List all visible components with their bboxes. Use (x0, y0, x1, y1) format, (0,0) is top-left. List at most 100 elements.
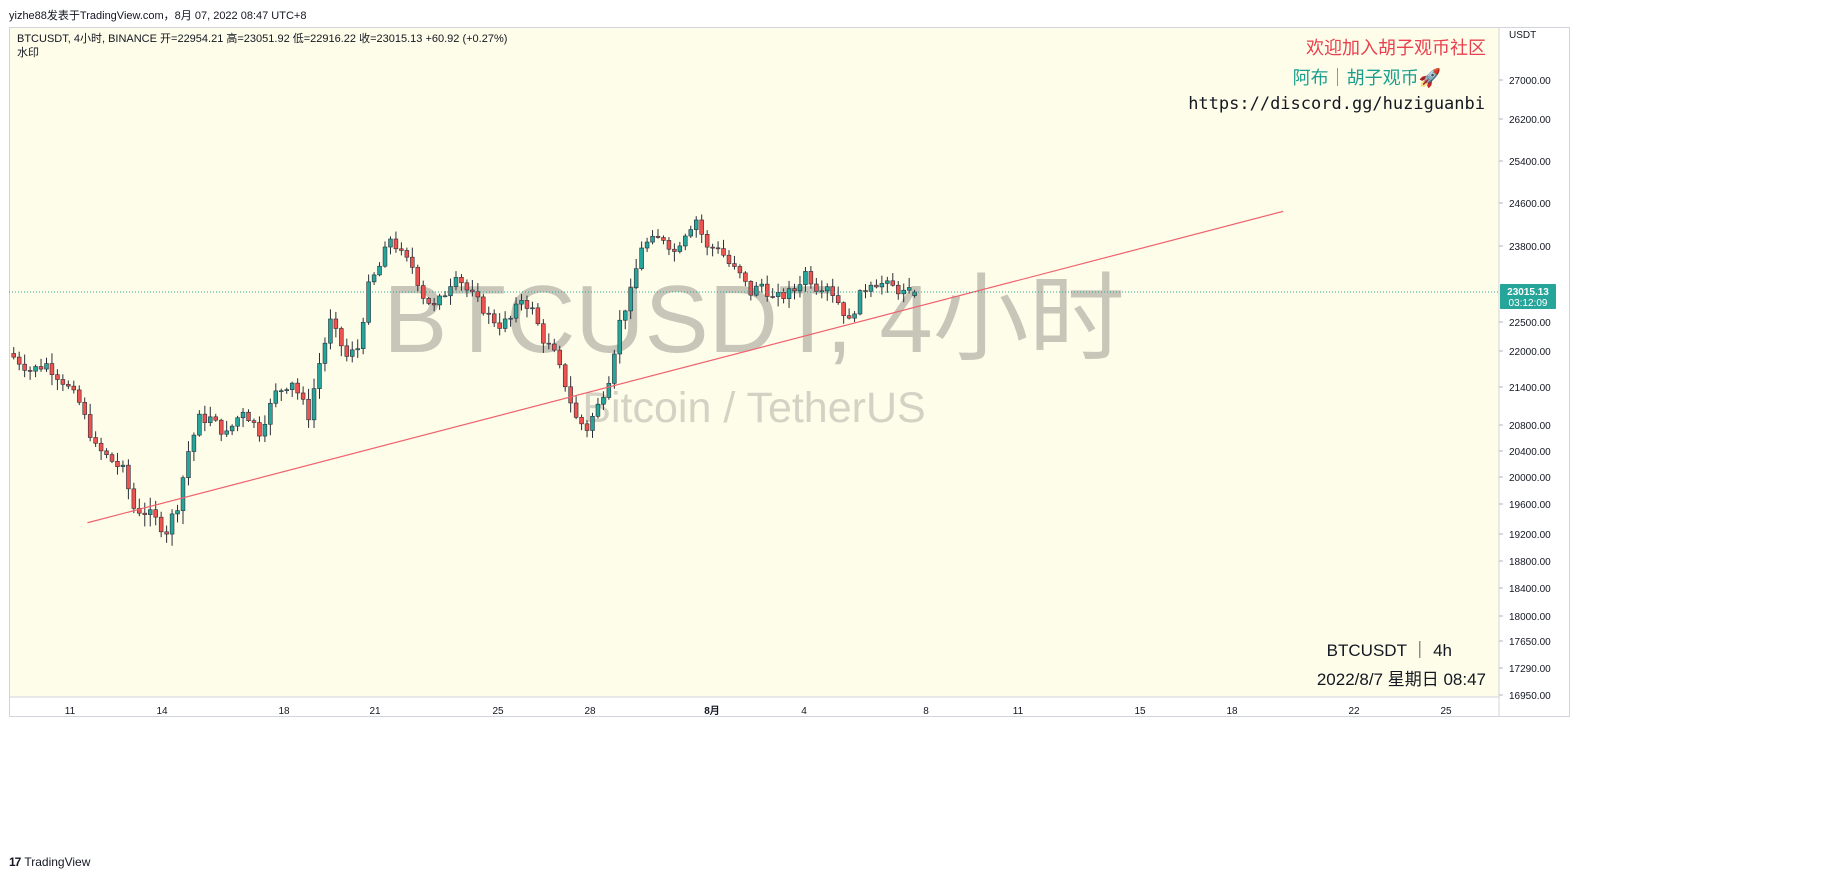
price-tick-label: 17290.00 (1509, 664, 1551, 675)
candle-body (240, 411, 246, 419)
candle-body (44, 363, 49, 370)
candle-body (350, 349, 355, 357)
candle-body (202, 413, 208, 423)
watermark-indicator-label[interactable]: 水印 (17, 47, 39, 59)
candle-body (180, 477, 186, 511)
candle-body (743, 272, 748, 282)
time-tick-label: 18 (278, 706, 290, 717)
candle-body (27, 370, 33, 372)
price-tick-label: 22000.00 (1509, 347, 1551, 358)
candle-body (835, 295, 841, 304)
time-tick-label: 11 (65, 706, 76, 717)
candle-body (289, 382, 295, 390)
price-tick-label: 26200.00 (1509, 115, 1551, 126)
price-axis[interactable]: USDT 27000.00 26200.00 25400.00 24600.00 2380… (1499, 30, 1556, 702)
candle-body (191, 434, 197, 452)
candle-body (300, 392, 306, 400)
candle-body (879, 283, 885, 288)
candle-body (142, 512, 147, 515)
last-price-badge (1500, 284, 1556, 309)
candle-body (846, 315, 852, 319)
symbol-legend: BTCUSDT, 4小时, BINANCE 开=22954.21 高=23051… (17, 33, 508, 45)
candle-body (169, 513, 175, 535)
candle-body (633, 268, 639, 288)
tradingview-logo[interactable]: 17 TradingView (9, 855, 90, 869)
candle-body (16, 356, 22, 365)
price-tick-label: 16950.00 (1509, 691, 1551, 702)
tradingview-brand: TradingView (24, 855, 91, 869)
time-tick-label: 11 (1013, 706, 1024, 717)
candle-body (126, 464, 131, 490)
candle-body (748, 281, 754, 296)
time-tick-label: 15 (1134, 706, 1146, 717)
candle-body (442, 295, 448, 298)
candle-body (415, 267, 420, 286)
candle-body (491, 313, 497, 324)
candle-body (562, 364, 568, 388)
candle-body (98, 442, 104, 452)
candle-body (497, 322, 502, 329)
candle-body (683, 235, 688, 247)
candle-body (819, 290, 825, 293)
candle-body (60, 379, 66, 385)
candle-body (868, 284, 874, 292)
candle-body (229, 425, 235, 432)
candle-body (623, 310, 628, 321)
support-trendline (87, 210, 1284, 524)
candle-body (382, 246, 388, 267)
candle-body (317, 363, 322, 389)
candle-body (197, 413, 202, 436)
tradingview-logo-mark: 17 (9, 855, 21, 869)
publish-caption: yizhe88发表于TradingView.com，8月 07, 2022 08… (9, 10, 307, 22)
candle-body (737, 266, 743, 274)
candle-body (22, 363, 27, 371)
candle-body (530, 307, 535, 310)
candle-body (431, 303, 437, 306)
candle-body (912, 291, 917, 296)
chart-panel[interactable]: BTCUSDT, 4小时 Bitcoin / TetherUS USDT 27000… (9, 27, 1834, 843)
time-tick-label: 28 (584, 706, 596, 717)
candle-body (333, 318, 339, 329)
candle-body (890, 280, 896, 286)
candle-body (55, 374, 60, 380)
candle-body (896, 284, 901, 295)
candle-body (475, 291, 481, 298)
price-tick-label: 25400.00 (1509, 157, 1551, 168)
candle-body (814, 283, 819, 292)
time-tick-label: 4 (801, 706, 807, 717)
candle-body (693, 219, 699, 230)
candle-body (715, 247, 721, 250)
watermark-name: Bitcoin / TetherUS (582, 384, 925, 432)
candle-body (246, 411, 251, 421)
candle-body (371, 274, 377, 283)
trendline-layer[interactable] (87, 210, 1284, 524)
last-price-label: 23015.13 (1507, 287, 1549, 298)
candle-body (841, 302, 846, 316)
candle-body (552, 343, 557, 351)
note-datetime: 2022/8/7 星期日 08:47 (1316, 670, 1486, 689)
candle-body (639, 247, 644, 270)
candle-body (568, 386, 573, 404)
candle-body (257, 422, 262, 437)
candle-body (786, 288, 792, 299)
candle-body (644, 241, 650, 249)
candle-body (775, 292, 781, 297)
time-tick-label: 14 (156, 706, 168, 717)
price-tick-label: 22500.00 (1509, 318, 1551, 329)
candle-body (131, 488, 137, 509)
time-tick-label: 25 (1440, 706, 1452, 717)
price-tick-label: 19600.00 (1509, 500, 1551, 511)
price-tick-label: 24600.00 (1509, 199, 1551, 210)
price-tick-label: 18800.00 (1509, 557, 1551, 568)
price-tick-label: 27000.00 (1509, 76, 1551, 87)
price-axis-currency: USDT (1509, 30, 1536, 41)
note-discord-link[interactable]: https://discord.gg/huziguanbi (1188, 94, 1485, 114)
price-tick-label: 18400.00 (1509, 584, 1551, 595)
candle-body (448, 286, 453, 297)
time-axis[interactable]: 11 14 18 21 25 28 8月 4 8 11 15 18 22 25 (65, 705, 1452, 717)
candle-body (617, 319, 623, 355)
candle-body (208, 416, 213, 423)
candle-body (770, 296, 775, 298)
candle-body (33, 366, 38, 372)
